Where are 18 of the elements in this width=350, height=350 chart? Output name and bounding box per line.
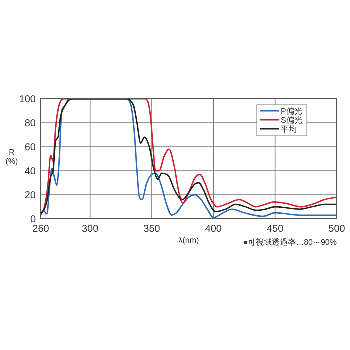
x-tick-label: 500 (328, 224, 346, 235)
y-tick-label: 60 (24, 142, 36, 154)
x-tick-label: 400 (205, 224, 222, 235)
y-tick-label: 0 (30, 214, 36, 226)
y-tick-label: 20 (24, 190, 36, 202)
x-tick-label: 300 (82, 224, 100, 235)
text: ●可視域透過率…80～90% (243, 238, 337, 247)
x-tick-label: 260 (32, 224, 50, 235)
legend-label: 平均 (281, 125, 297, 134)
x-tick-label: 350 (144, 224, 161, 235)
legend-label: S偏光 (281, 116, 302, 125)
y-tick-label: 40 (24, 166, 36, 178)
x-tick-label: 450 (266, 224, 284, 235)
legend-label: P偏光 (281, 107, 302, 116)
y-axis-title: R (%) (6, 148, 19, 166)
x-axis-title: λ(nm) (178, 236, 200, 245)
y-tick-label: 80 (24, 118, 36, 130)
y-tick-label: 100 (19, 94, 36, 106)
